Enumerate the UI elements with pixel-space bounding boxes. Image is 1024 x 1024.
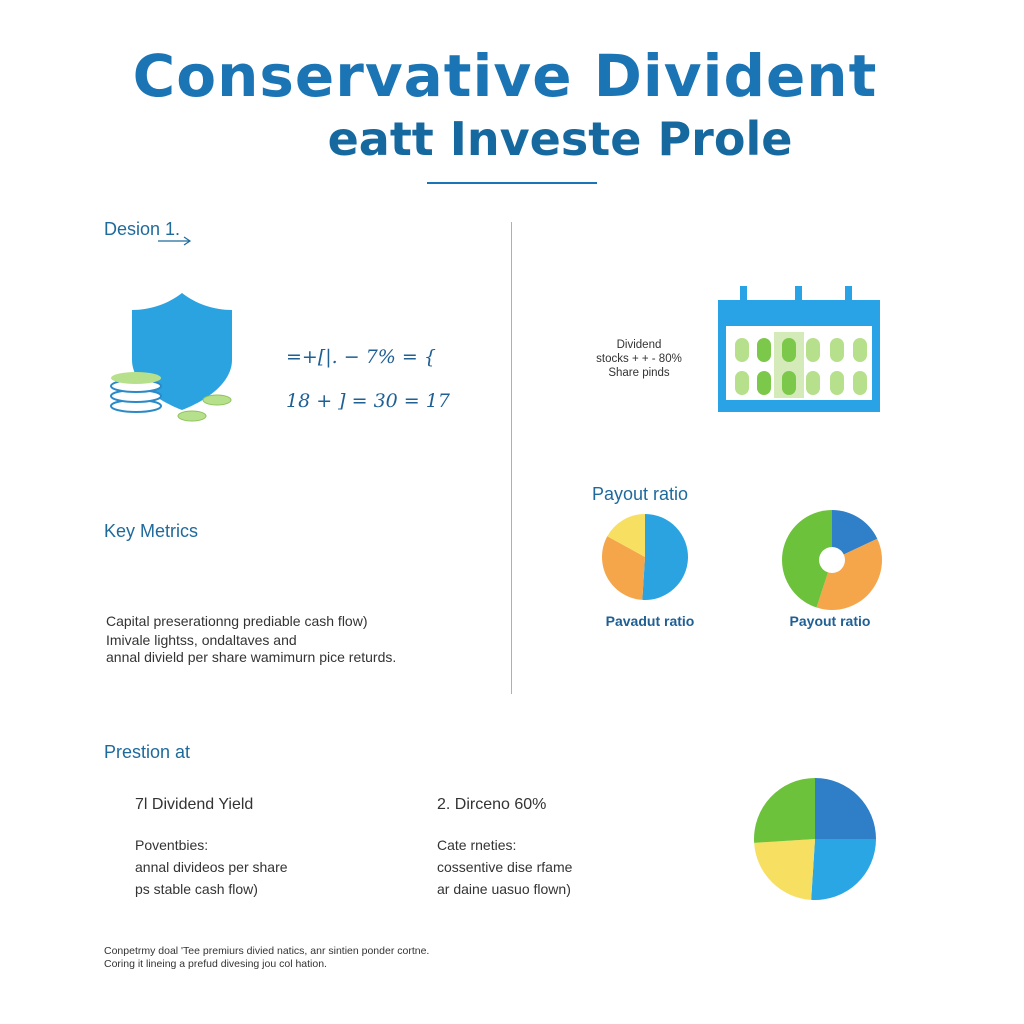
pie-slice bbox=[642, 514, 689, 600]
pie-slice bbox=[607, 514, 645, 557]
key-metrics-line: Imivale lightss, ondaltaves and bbox=[106, 632, 297, 648]
calendar-day bbox=[735, 338, 749, 362]
key-metrics-line: annal divield per share wamimurn pice re… bbox=[106, 649, 397, 665]
caption-line: Share pinds bbox=[608, 367, 670, 379]
pie-label-2: Payout ratio bbox=[789, 613, 871, 629]
footer-line: Coring it lineing a prefud divesing jou … bbox=[104, 958, 327, 970]
calendar-day bbox=[782, 338, 796, 362]
right-arrow-icon bbox=[158, 236, 192, 246]
key-metrics-line: Capital preserationng prediable cash flo… bbox=[106, 613, 368, 629]
payout-donut-chart bbox=[782, 510, 882, 610]
footer-line: Conpetrmy doal 'Tee premiurs divied nati… bbox=[104, 945, 430, 957]
large-pie-chart bbox=[754, 778, 876, 900]
column-1-title: 7l Dividend Yield bbox=[135, 796, 254, 813]
column-1-line: ps stable cash flow) bbox=[135, 881, 258, 897]
section-label: Desion 1. bbox=[104, 219, 181, 239]
dividend-caption: Dividend stocks + + - 80% Share pinds bbox=[584, 338, 694, 380]
calendar-day bbox=[735, 371, 749, 395]
payout-pie-chart-1 bbox=[602, 514, 689, 600]
formula-line-2: 18 + ] = 30 = 17 bbox=[286, 390, 450, 412]
footer-note: Conpetrmy doal 'Tee premiurs divied nati… bbox=[104, 945, 704, 971]
page-subtitle: eatt Investe Prole bbox=[327, 112, 793, 166]
key-metrics-text: Capital preserationng prediable cash flo… bbox=[106, 612, 496, 667]
donut-hole bbox=[819, 547, 845, 573]
calendar-day bbox=[782, 371, 796, 395]
calendar-day bbox=[853, 338, 867, 362]
column-1-text: Poventbies: annal divideos per share ps … bbox=[135, 834, 365, 900]
column-2-line: cossentive dise rfame bbox=[437, 859, 573, 875]
prestion-heading: Prestion at bbox=[104, 742, 191, 762]
calendar-day bbox=[806, 371, 820, 395]
calendar-day bbox=[830, 371, 844, 395]
key-metrics-heading: Key Metrics bbox=[104, 521, 199, 541]
shield-icon bbox=[110, 293, 232, 422]
pie-slice bbox=[811, 839, 876, 900]
calendar-icon bbox=[718, 286, 880, 412]
calendar-day bbox=[757, 371, 771, 395]
column-2-line: Cate rneties: bbox=[437, 837, 517, 853]
pie-slice bbox=[602, 536, 645, 600]
payout-heading: Payout ratio bbox=[592, 484, 689, 504]
coin-stack-icon bbox=[110, 372, 162, 413]
column-1-line: Poventbies: bbox=[135, 837, 209, 853]
column-1-line: annal divideos per share bbox=[135, 859, 288, 875]
page-title: Conservative Divident bbox=[132, 42, 878, 110]
pie-slice bbox=[782, 510, 832, 608]
pie-slice bbox=[832, 510, 878, 560]
formula-line-1: =+[|. − 7% = { bbox=[286, 346, 436, 368]
column-2-text: Cate rneties: cossentive dise rfame ar d… bbox=[437, 834, 667, 900]
vertical-divider bbox=[511, 222, 512, 694]
pie-slice bbox=[754, 778, 815, 843]
caption-line: stocks + + - 80% bbox=[596, 353, 682, 365]
caption-line: Dividend bbox=[616, 339, 662, 351]
pie-slice bbox=[816, 538, 882, 610]
column-2-title: 2. Dirceno 60% bbox=[437, 796, 547, 813]
pie-slice bbox=[815, 778, 876, 839]
pie-slice bbox=[754, 839, 815, 900]
pie-label-1: Pavadut ratio bbox=[605, 613, 695, 629]
title-underline bbox=[427, 182, 597, 184]
calendar-day bbox=[806, 338, 820, 362]
column-2-line: ar daine uasuo flown) bbox=[437, 881, 571, 897]
calendar-day bbox=[757, 338, 771, 362]
calendar-day bbox=[853, 371, 867, 395]
calendar-day bbox=[830, 338, 844, 362]
